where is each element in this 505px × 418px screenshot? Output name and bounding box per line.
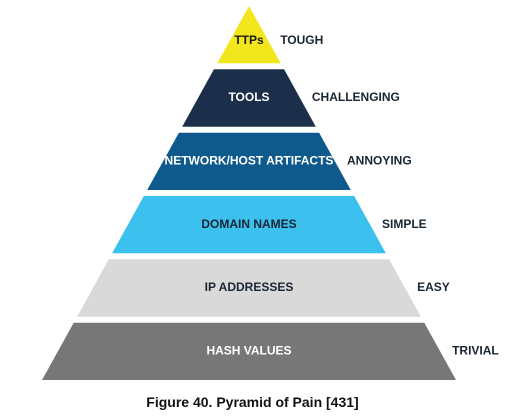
tier-label-network-host-artifacts: NETWORK/HOST ARTIFACTS [165,154,334,168]
tier-shape-hash-values [42,322,456,380]
tier-label-hash-values: HASH VALUES [206,344,291,358]
tier-label-ip-addresses: IP ADDRESSES [205,280,294,294]
tier-shape-ip-addresses [77,259,421,317]
tier-shape-ttps [217,6,281,64]
difficulty-label-annoying: ANNOYING [347,154,412,168]
tier-shape-domain-names [112,196,386,254]
tier-ip-addresses: IP ADDRESSES EASY [77,259,450,317]
tier-domain-names: DOMAIN NAMES SIMPLE [112,196,427,254]
difficulty-label-trivial: TRIVIAL [452,344,499,358]
tier-shape-network-host-artifacts [147,132,351,190]
difficulty-label-simple: SIMPLE [382,217,427,231]
tier-shape-tools [182,69,316,127]
tier-tools: TOOLS CHALLENGING [182,69,400,127]
difficulty-label-easy: EASY [417,280,450,294]
tier-network-host-artifacts: NETWORK/HOST ARTIFACTS ANNOYING [147,132,412,190]
figure-caption: Figure 40. Pyramid of Pain [431] [146,394,359,410]
tier-label-ttps: TTPs [234,33,264,47]
tier-label-domain-names: DOMAIN NAMES [201,217,296,231]
difficulty-label-tough: TOUGH [280,33,323,47]
tier-label-tools: TOOLS [228,90,269,104]
tier-hash-values: HASH VALUES TRIVIAL [42,322,499,380]
difficulty-label-challenging: CHALLENGING [312,90,400,104]
tier-ttps: TTPs TOUGH [217,6,323,64]
